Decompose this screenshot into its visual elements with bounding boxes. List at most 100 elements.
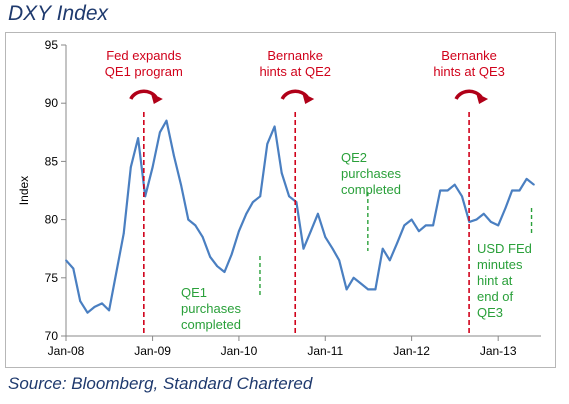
data-point — [72, 267, 75, 270]
y-tick-label: 95 — [45, 38, 59, 52]
milestone-label: purchases — [181, 301, 241, 316]
data-point — [446, 189, 449, 192]
event-arrow-head — [302, 93, 315, 104]
data-point — [475, 218, 478, 221]
milestone-label: USD FEd — [477, 241, 532, 256]
data-point — [230, 253, 233, 256]
data-point — [280, 172, 283, 174]
data-point — [209, 255, 211, 258]
data-point — [273, 125, 276, 128]
milestone-label: QE2 — [341, 150, 367, 165]
event-label: hints at QE2 — [259, 64, 331, 79]
data-point — [489, 221, 492, 223]
data-point — [108, 309, 110, 312]
data-point — [504, 207, 507, 209]
milestone-label: completed — [181, 317, 241, 332]
y-tick-label: 90 — [45, 96, 59, 110]
event-label: Bernanke — [267, 48, 323, 63]
series-line — [65, 119, 535, 314]
data-point — [187, 218, 190, 221]
y-tick-label: 85 — [45, 154, 59, 168]
data-point — [122, 232, 125, 235]
data-point — [461, 195, 463, 198]
data-point — [151, 166, 154, 169]
data-point — [338, 259, 341, 262]
y-tick-label: 80 — [45, 213, 59, 227]
data-point — [511, 189, 514, 192]
data-point — [381, 247, 384, 250]
milestone-label: end of — [477, 289, 514, 304]
y-tick-label: 75 — [45, 271, 59, 285]
data-point — [525, 177, 528, 180]
data-point — [93, 306, 96, 308]
y-axis-label: Index — [17, 176, 31, 205]
data-point — [223, 271, 226, 273]
data-point — [309, 230, 312, 233]
milestone-label: purchases — [341, 166, 401, 181]
event-label: hints at QE3 — [433, 64, 505, 79]
data-point — [352, 276, 355, 279]
data-point — [259, 195, 262, 198]
data-point — [331, 247, 334, 250]
data-point — [439, 189, 442, 192]
milestone-label: hint at — [477, 273, 513, 288]
data-point — [172, 154, 175, 157]
y-tick-label: 70 — [45, 329, 59, 343]
x-tick-label: Jan-13 — [480, 344, 517, 358]
data-point — [345, 288, 348, 291]
event-label: Fed expands — [106, 48, 182, 63]
data-point — [518, 189, 521, 192]
data-point — [79, 300, 82, 302]
data-point — [165, 119, 168, 122]
data-point — [403, 224, 406, 227]
x-tick-label: Jan-10 — [221, 344, 258, 358]
data-point — [497, 224, 500, 227]
x-tick-label: Jan-11 — [307, 344, 343, 358]
data-point — [410, 218, 413, 221]
chart-title: DXY Index — [8, 2, 109, 25]
x-tick-label: Jan-12 — [393, 344, 430, 358]
data-point — [396, 241, 399, 244]
data-point — [137, 137, 140, 140]
data-point — [266, 143, 269, 145]
data-point — [238, 230, 240, 233]
data-point — [432, 224, 435, 227]
data-point — [180, 183, 182, 186]
event-label: QE1 program — [105, 64, 183, 79]
data-point — [367, 288, 369, 291]
data-point — [144, 195, 147, 198]
data-point — [317, 212, 319, 215]
data-point — [86, 311, 89, 314]
data-point — [468, 221, 471, 223]
x-tick-label: Jan-09 — [134, 344, 171, 358]
milestone-label: QE1 — [181, 285, 207, 300]
data-point — [216, 265, 219, 268]
data-point — [159, 131, 161, 134]
data-point — [360, 282, 362, 285]
data-point — [129, 166, 132, 169]
data-point — [201, 236, 204, 238]
chart-frame — [5, 32, 556, 368]
data-point — [388, 259, 391, 262]
data-point — [533, 183, 535, 186]
data-point — [453, 183, 456, 186]
chart-source: Source: Bloomberg, Standard Chartered — [8, 374, 313, 393]
data-point — [324, 236, 327, 238]
data-point — [115, 271, 118, 273]
data-point — [101, 302, 103, 305]
data-point — [65, 259, 67, 262]
data-point — [374, 288, 377, 291]
data-point — [482, 212, 485, 215]
data-point — [288, 195, 290, 198]
event-arrow-head — [150, 93, 163, 104]
data-point — [251, 201, 254, 204]
data-point — [424, 224, 427, 227]
milestone-label: completed — [341, 182, 401, 197]
data-point — [418, 230, 420, 233]
milestone-label: QE3 — [477, 305, 503, 320]
data-point — [302, 247, 305, 250]
x-tick-label: Jan-08 — [48, 344, 85, 358]
data-point — [245, 212, 248, 215]
data-point — [194, 224, 197, 227]
